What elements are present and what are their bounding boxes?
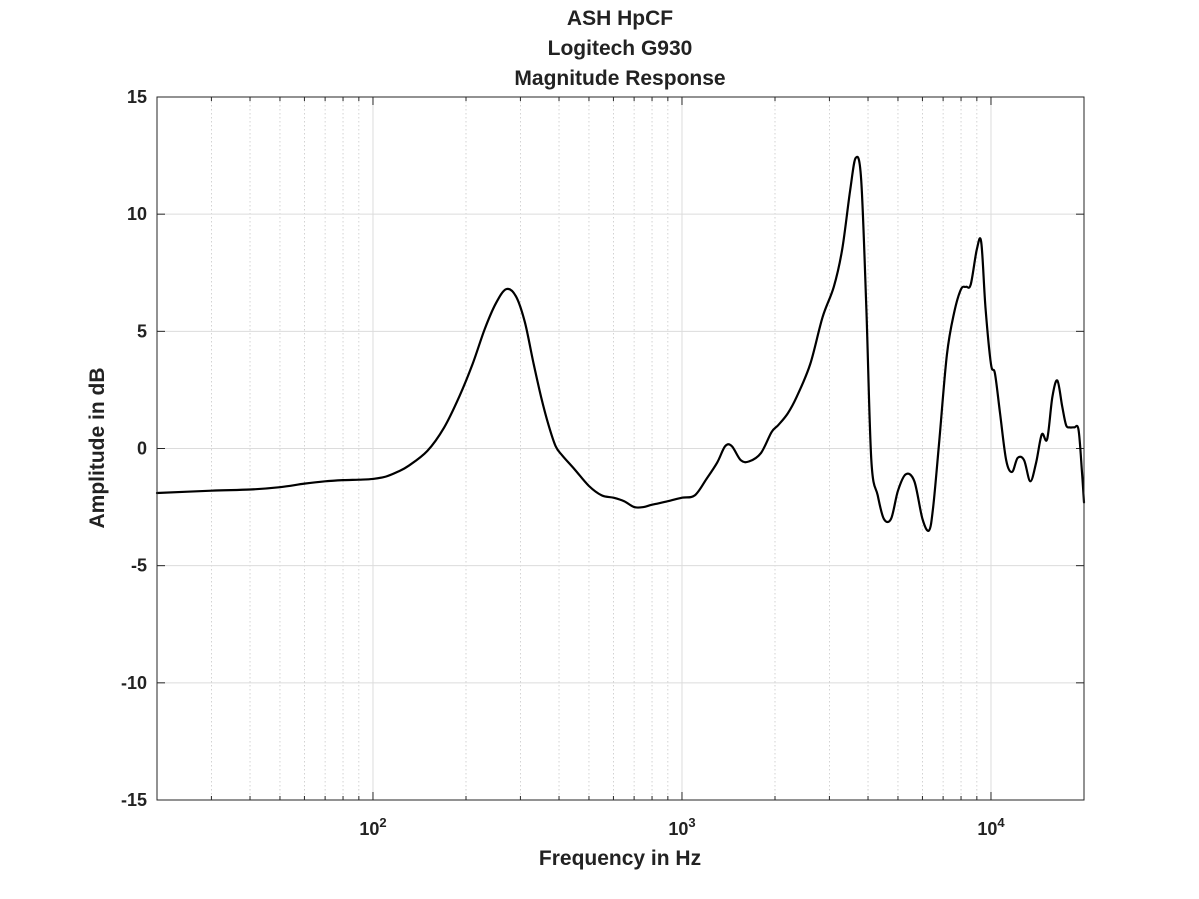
plot-lines — [155, 155, 1086, 533]
x-tick-label: 102 — [359, 815, 386, 839]
y-tick-label: 10 — [127, 204, 147, 224]
y-tick-label: 5 — [137, 321, 147, 341]
y-tick-label: 15 — [127, 87, 147, 107]
x-axis-label: Frequency in Hz — [539, 847, 701, 870]
x-tick-labels: 102 103 104 — [359, 815, 1005, 839]
y-tick-labels: -15 -10 -5 0 5 10 15 — [121, 87, 147, 810]
x-tick-label: 103 — [668, 815, 695, 839]
y-tick-label: -5 — [131, 556, 147, 576]
y-tick-label: -10 — [121, 673, 147, 693]
chart-title-line-2: Logitech G930 — [548, 37, 693, 60]
magnitude-response-line — [155, 155, 1086, 533]
y-axis-label: Amplitude in dB — [86, 368, 109, 529]
y-tick-label: -15 — [121, 790, 147, 810]
chart-title-line-1: ASH HpCF — [567, 7, 673, 30]
plot-frame — [156, 96, 1085, 801]
chart-title-line-3: Magnitude Response — [514, 67, 725, 90]
y-tick-label: 0 — [137, 439, 147, 459]
x-tick-label: 104 — [977, 815, 1005, 839]
